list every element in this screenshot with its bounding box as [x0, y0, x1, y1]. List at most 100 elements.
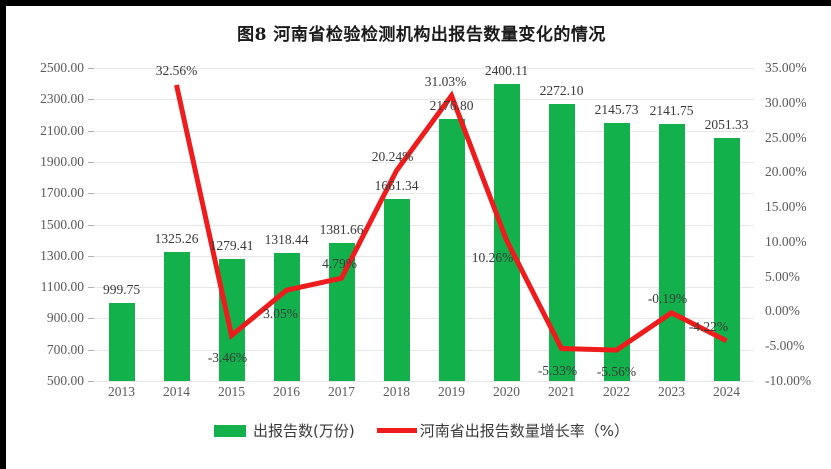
y-tick-label-left: 1100.00: [40, 279, 84, 295]
gridline: [94, 161, 754, 163]
gridline: [94, 349, 754, 351]
bar-value-label-2022: 2145.73: [594, 102, 639, 118]
y-tick-label-left: 1300.00: [40, 247, 84, 263]
y-tick-mark-left: [88, 349, 94, 351]
chart-title: 图8 河南省检验检测机构出报告数量变化的情况: [237, 25, 606, 45]
bar-series: [94, 68, 754, 381]
bar-value-label-2019: 2176.80: [429, 97, 474, 113]
bar-2023[interactable]: [658, 124, 685, 381]
y-tick-label-right: 35.00%: [765, 60, 807, 75]
plot-area: 2500.00 2300.00 2100.00 1900.00 1700.00 1500.…: [40, 60, 811, 388]
growth-rate-label-2022: -5.56%: [596, 364, 637, 380]
y-tick-label-right: 0.00%: [765, 303, 800, 319]
y-tick-mark-left: [88, 255, 94, 257]
bar-2020[interactable]: [493, 83, 520, 381]
x-tick-label-2014: 2014: [163, 384, 190, 399]
bar-2018[interactable]: [383, 199, 410, 381]
y-tick-mark-left: [88, 287, 94, 289]
gridline: [94, 99, 754, 101]
x-tick-label-2017: 2017: [328, 384, 355, 399]
growth-rate-label-2018: 20.24%: [371, 148, 414, 164]
y-tick-label-right: 15.00%: [765, 199, 807, 215]
growth-rate-line[interactable]: [174, 84, 728, 353]
y-tick-mark-left: [88, 130, 94, 132]
y-tick-label-left: 1500.00: [40, 216, 84, 232]
data-labels: 999.75 1325.26 1279.41 1318.44 1381.66 1661.3…: [94, 63, 754, 381]
legend-item-1[interactable]: 出报告数(万份): [214, 420, 355, 441]
growth-rate-label-2020: 10.26%: [471, 250, 514, 266]
x-tick-label-2022: 2022: [603, 384, 630, 399]
gridline: [94, 381, 754, 382]
legend-bar-swatch-icon: [214, 424, 246, 437]
bar-2014[interactable]: [163, 251, 190, 381]
gridline: [94, 287, 754, 289]
y-tick-label-left: 1900.00: [40, 153, 84, 169]
bar-2015[interactable]: [218, 259, 245, 381]
y-tick-label-left: 2100.00: [40, 122, 84, 138]
bar-2016[interactable]: [273, 252, 300, 381]
y-tick-mark-left: [88, 224, 94, 226]
bar-2019[interactable]: [438, 118, 465, 381]
x-tick-label-2020: 2020: [493, 384, 520, 399]
y-tick-label-left: 900.00: [46, 310, 84, 326]
y-tick-label-left: 700.00: [46, 341, 84, 357]
growth-rate-label-2014: 32.56%: [155, 62, 198, 78]
y-tick-label-right: 10.00%: [765, 233, 807, 249]
bar-value-label-2024: 2051.33: [704, 117, 749, 133]
bar-value-label-2016: 1318.44: [264, 231, 309, 247]
y-tick-mark-left: [88, 193, 94, 195]
x-tick-label-2024: 2024: [713, 384, 740, 399]
bar-value-label-2015: 1279.41: [209, 238, 254, 254]
gridline: [94, 318, 754, 320]
x-tick-label-2015: 2015: [218, 384, 245, 399]
y-tick-label-right: 5.00%: [765, 268, 800, 284]
x-tick-label-2018: 2018: [383, 384, 410, 399]
growth-rate-label-2023: -0.19%: [647, 290, 688, 306]
legend-label: 河南省出报告数量增长率（%）: [419, 422, 629, 440]
growth-rate-label-2016: 3.05%: [263, 306, 298, 322]
y-tick-label-right: 20.00%: [765, 164, 807, 180]
growth-rate-label-2015: -3.46%: [207, 349, 248, 365]
y-tick-mark-left: [88, 99, 94, 101]
x-tick-label-2013: 2013: [108, 384, 135, 399]
y-tick-label-right: 25.00%: [765, 129, 807, 145]
y-tick-label-left: 2300.00: [40, 91, 84, 107]
bar-2013[interactable]: [108, 302, 135, 381]
y-tick-label-right: 30.00%: [765, 94, 807, 110]
y-tick-mark-left: [88, 381, 94, 382]
chart-legend: 出报告数(万份) 河南省出报告数量增长率（%）: [6, 420, 831, 441]
x-axis: 2013 2014 2015 2016 2017 2018 2019 2020 2021 2022…: [94, 384, 754, 406]
x-tick-label-2016: 2016: [273, 384, 300, 399]
bar-value-label-2018: 1661.34: [374, 178, 419, 194]
y-tick-label-left: 500.00: [46, 373, 84, 388]
gridline: [94, 68, 754, 69]
gridline: [94, 193, 754, 195]
legend-label: 出报告数(万份): [253, 422, 355, 440]
y-tick-mark-left: [88, 68, 94, 69]
gridline: [94, 255, 754, 257]
x-tick-label-2021: 2021: [548, 384, 575, 399]
bar-value-label-2020: 2400.11: [484, 62, 529, 78]
legend-item-2[interactable]: 河南省出报告数量增长率（%）: [355, 420, 629, 441]
growth-rate-label-2021: -5.33%: [537, 362, 578, 378]
y-tick-mark-left: [88, 161, 94, 163]
growth-rate-label-2024: -4.22%: [688, 318, 729, 334]
y-tick-label-left: 1700.00: [40, 185, 84, 201]
growth-rate-label-2017: 4.79%: [322, 256, 357, 272]
growth-rate-label-2019: 31.03%: [424, 73, 467, 89]
line-series: [174, 84, 728, 353]
legend-line-swatch-icon: [376, 428, 417, 433]
x-tick-label-2023: 2023: [658, 384, 685, 399]
gridline: [94, 224, 754, 226]
y-tick-label-right: -5.00%: [765, 338, 805, 354]
bar-value-label-2014: 1325.26: [154, 230, 199, 246]
x-tick-label-2019: 2019: [438, 384, 465, 399]
bar-value-label-2017: 1381.66: [319, 222, 364, 238]
bar-2022[interactable]: [603, 123, 630, 381]
y-tick-mark-left: [88, 318, 94, 320]
y-tick-label-right: -10.00%: [765, 373, 812, 388]
bar-value-label-2023: 2141.75: [649, 103, 694, 119]
bar-value-label-2013: 999.75: [102, 281, 141, 297]
bar-value-label-2021: 2272.10: [539, 82, 584, 98]
